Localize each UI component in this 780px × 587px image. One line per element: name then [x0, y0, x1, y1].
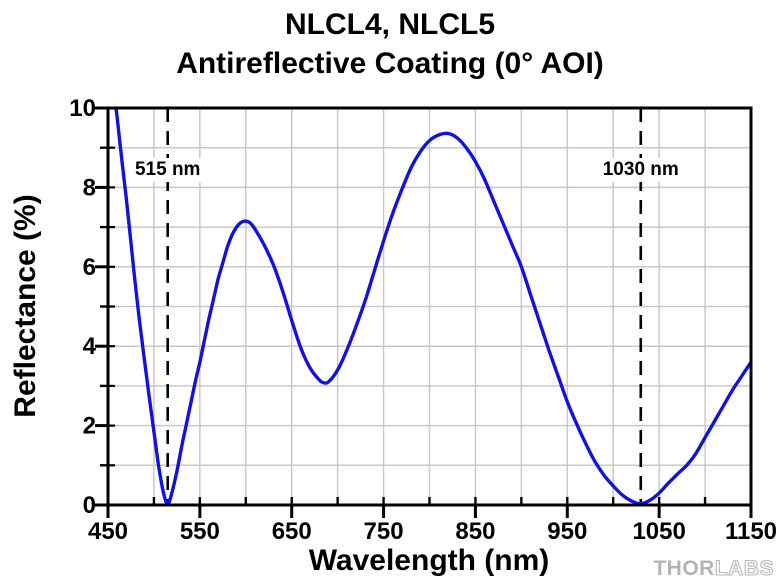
x-tick-label: 450: [88, 518, 128, 545]
x-tick-label: 550: [180, 518, 220, 545]
thorlabs-logo: THORLABS: [653, 556, 774, 581]
chart-title-line1: NLCL4, NLCL5: [285, 8, 495, 41]
x-tick-label: 650: [272, 518, 312, 545]
x-tick-label: 850: [455, 518, 495, 545]
x-tick-label: 750: [364, 518, 404, 545]
thorlabs-logo-labs: LABS: [714, 556, 774, 580]
y-tick-label: 0: [83, 492, 96, 519]
x-axis-title: Wavelength (nm): [308, 544, 550, 577]
chart-title: NLCL4, NLCL5 Antireflective Coating (0° …: [0, 5, 780, 83]
reflectance-curve: [114, 108, 751, 505]
chart-title-line2: Antireflective Coating (0° AOI): [176, 47, 604, 80]
x-tick-label: 1150: [725, 518, 777, 545]
y-tick-label: 6: [83, 254, 96, 281]
thorlabs-logo-thor: THOR: [653, 557, 715, 580]
annotation-515nm: 515 nm: [130, 158, 205, 182]
x-tick-label: 1050: [632, 518, 685, 545]
y-tick-label: 10: [69, 95, 96, 122]
x-tick-label: 950: [547, 518, 587, 545]
y-tick-label: 2: [83, 413, 96, 440]
annotation-1030nm: 1030 nm: [598, 158, 683, 182]
y-tick-label: 4: [83, 333, 97, 360]
y-tick-label: 8: [83, 174, 96, 201]
